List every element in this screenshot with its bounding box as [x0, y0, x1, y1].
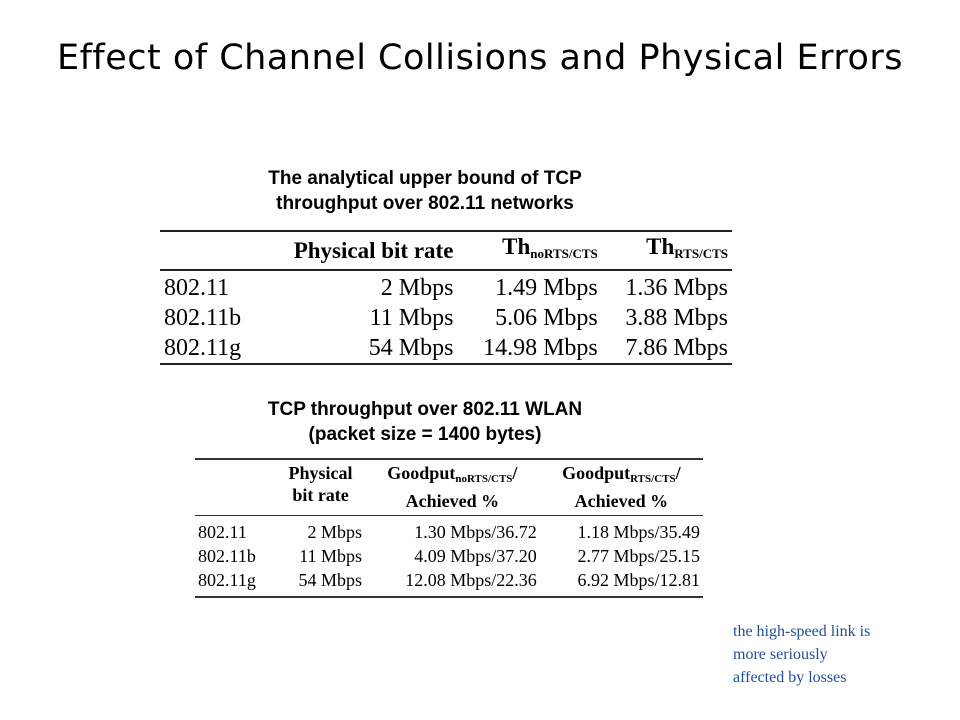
- table1-caption-line: throughput over 802.11 networks: [276, 193, 574, 214]
- table-row: 802.11b 11 Mbps 5.06 Mbps 3.88 Mbps: [160, 303, 732, 333]
- table1-caption: The analytical upper bound of TCP throug…: [190, 166, 660, 216]
- header-physical-bit-rate: Physical bit rate: [293, 237, 454, 263]
- header-goodput-norts-slash: /: [512, 463, 518, 483]
- header-goodput-norts-main: Goodput: [387, 463, 456, 483]
- cell-rate: 54 Mbps: [368, 335, 454, 361]
- cell-rate: 54 Mbps: [298, 570, 363, 590]
- cell-goodput-rts: 1.18 Mbps/35.49: [577, 522, 700, 542]
- cell-standard: 802.11b: [164, 305, 242, 331]
- header-goodput-rts-main: Goodput: [562, 463, 631, 483]
- header-th-norts-main: Th: [502, 234, 531, 259]
- cell-rate: 2 Mbps: [380, 275, 454, 301]
- header-goodput-norts-sub: noRTS/CTS: [455, 473, 513, 485]
- side-note: the high-speed link is more seriously af…: [733, 620, 933, 689]
- cell-goodput-rts: 6.92 Mbps/12.81: [577, 570, 700, 590]
- cell-rate: 11 Mbps: [369, 305, 454, 331]
- table1-caption-line: The analytical upper bound of TCP: [268, 168, 582, 189]
- table-header-row: Physical bit rate ThnoRTS/CTS ThRTS/CTS: [160, 231, 732, 270]
- header-goodput-norts: GoodputnoRTS/CTS/ Achieved %: [365, 459, 540, 516]
- table2-caption-line: (packet size = 1400 bytes): [308, 424, 542, 445]
- side-note-line: the high-speed link is: [733, 623, 871, 640]
- header-physical-bit-rate: Physical bit rate: [276, 459, 365, 516]
- cell-rate: 2 Mbps: [307, 522, 363, 542]
- header-standard: [160, 231, 260, 270]
- cell-th-rts: 7.86 Mbps: [625, 335, 728, 361]
- analytical-throughput-table: Physical bit rate ThnoRTS/CTS ThRTS/CTS …: [160, 230, 732, 365]
- cell-th-norts: 14.98 Mbps: [483, 335, 598, 361]
- header-th-norts: ThnoRTS/CTS: [457, 231, 601, 270]
- header-goodput-rts-slash: /: [675, 463, 681, 483]
- cell-standard: 802.11g: [164, 335, 242, 361]
- side-note-line: more seriously: [733, 646, 828, 663]
- cell-standard: 802.11: [198, 522, 247, 542]
- cell-th-norts: 5.06 Mbps: [495, 305, 598, 331]
- table2-caption-line: TCP throughput over 802.11 WLAN: [267, 399, 583, 420]
- header-th-rts-sub: RTS/CTS: [674, 246, 728, 261]
- header-goodput-rts-line2: Achieved %: [574, 491, 669, 511]
- cell-th-rts: 1.36 Mbps: [625, 275, 728, 301]
- cell-standard: 802.11g: [198, 570, 256, 590]
- cell-goodput-norts: 1.30 Mbps/36.72: [414, 522, 537, 542]
- cell-rate: 11 Mbps: [299, 546, 363, 566]
- header-th-rts: ThRTS/CTS: [602, 231, 732, 270]
- cell-goodput-norts: 12.08 Mbps/22.36: [405, 570, 537, 590]
- table-row: 802.11g 54 Mbps 14.98 Mbps 7.86 Mbps: [160, 333, 732, 364]
- header-standard: [195, 459, 276, 516]
- header-goodput-norts-line2: Achieved %: [405, 491, 500, 511]
- header-goodput-norts-line1: GoodputnoRTS/CTS/: [368, 462, 537, 490]
- header-rate-line1: Physical: [288, 463, 353, 483]
- header-goodput-rts-line1: GoodputRTS/CTS/: [543, 462, 700, 490]
- table-header-row: Physical bit rate GoodputnoRTS/CTS/ Achi…: [195, 459, 703, 516]
- cell-standard: 802.11: [164, 275, 230, 301]
- header-goodput-rts-sub: RTS/CTS: [630, 473, 676, 485]
- table-row: 802.11g 54 Mbps 12.08 Mbps/22.36 6.92 Mb…: [195, 568, 703, 597]
- slide-title: Effect of Channel Collisions and Physica…: [56, 38, 904, 78]
- cell-goodput-rts: 2.77 Mbps/25.15: [577, 546, 700, 566]
- tcp-throughput-wlan-table: Physical bit rate GoodputnoRTS/CTS/ Achi…: [195, 458, 703, 598]
- header-rate-line2: bit rate: [292, 485, 349, 505]
- cell-standard: 802.11b: [198, 546, 256, 566]
- side-note-line: affected by losses: [733, 669, 847, 686]
- cell-th-rts: 3.88 Mbps: [625, 305, 728, 331]
- header-th-rts-main: Th: [646, 234, 675, 259]
- table-row: 802.11 2 Mbps 1.30 Mbps/36.72 1.18 Mbps/…: [195, 516, 703, 545]
- header-goodput-rts: GoodputRTS/CTS/ Achieved %: [540, 459, 703, 516]
- table-row: 802.11 2 Mbps 1.49 Mbps 1.36 Mbps: [160, 270, 732, 303]
- cell-th-norts: 1.49 Mbps: [495, 275, 598, 301]
- table-row: 802.11b 11 Mbps 4.09 Mbps/37.20 2.77 Mbp…: [195, 544, 703, 568]
- header-th-norts-sub: noRTS/CTS: [530, 246, 598, 261]
- table2-caption: TCP throughput over 802.11 WLAN (packet …: [190, 397, 660, 447]
- cell-goodput-norts: 4.09 Mbps/37.20: [414, 546, 537, 566]
